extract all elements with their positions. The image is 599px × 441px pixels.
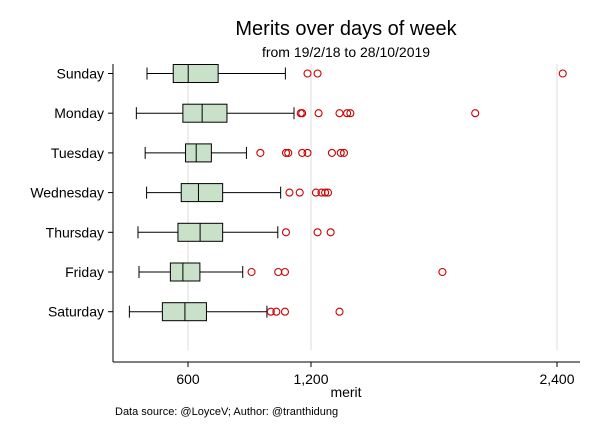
boxes xyxy=(128,64,567,322)
outlier-point xyxy=(471,109,480,118)
outlier-point xyxy=(256,148,265,157)
y-tick-label: Tuesday xyxy=(51,145,104,161)
box-thursday xyxy=(137,222,335,242)
iqr-box xyxy=(161,302,207,322)
outlier-point xyxy=(327,148,336,157)
box-friday xyxy=(138,262,447,282)
outlier-point xyxy=(274,267,283,277)
outlier-point xyxy=(323,188,333,197)
outlier-point xyxy=(438,267,447,277)
iqr-box xyxy=(185,143,212,163)
iqr-box xyxy=(182,103,228,123)
outlier-point xyxy=(298,148,307,157)
outlier-point xyxy=(284,148,293,157)
box-tuesday xyxy=(144,143,349,163)
x-axis-label: merit xyxy=(330,384,361,400)
outlier-point xyxy=(346,109,355,118)
x-tick-label: 1,200 xyxy=(293,371,328,387)
iqr-box xyxy=(180,183,224,203)
box-wednesday xyxy=(146,183,333,203)
outlier-point xyxy=(311,188,320,197)
outlier-point xyxy=(272,307,281,316)
iqr-box xyxy=(169,262,201,282)
outlier-point xyxy=(313,69,322,78)
outlier-point xyxy=(303,69,312,78)
outlier-point xyxy=(295,188,304,197)
axis-ticks: 600 1,200 2,400 Sunday Monday Tuesday Wednesda… xyxy=(30,66,574,388)
gridlines xyxy=(187,64,558,350)
box-saturday xyxy=(128,302,344,322)
outlier-point xyxy=(335,109,344,118)
outlier-point xyxy=(298,109,307,118)
outlier-point xyxy=(343,109,352,118)
outlier-point xyxy=(280,307,290,316)
outlier-point xyxy=(281,148,291,157)
y-tick-label: Thursday xyxy=(46,224,104,240)
outlier-point xyxy=(335,307,344,316)
outlier-point xyxy=(247,267,256,277)
y-tick-label: Sunday xyxy=(57,66,104,82)
outlier-point xyxy=(313,228,322,237)
iqr-box xyxy=(172,64,219,83)
outlier-point xyxy=(285,188,294,197)
y-tick-label: Monday xyxy=(54,105,104,121)
x-tick-label: 600 xyxy=(176,371,200,387)
y-tick-label: Wednesday xyxy=(30,185,104,201)
y-tick-label: Saturday xyxy=(48,304,104,320)
outlier-point xyxy=(280,267,290,277)
outlier-point xyxy=(266,307,275,316)
outlier-point xyxy=(281,228,291,237)
outlier-point xyxy=(336,148,345,157)
outlier-point xyxy=(339,148,349,157)
outlier-point xyxy=(314,109,323,118)
box-monday xyxy=(135,103,480,123)
outlier-point xyxy=(326,228,335,237)
y-tick-label: Friday xyxy=(65,264,104,280)
footer-source-note: Data source: @LoyceV; Author: @tranthidu… xyxy=(115,406,338,418)
outlier-point xyxy=(321,188,330,197)
chart-title: Merits over days of week xyxy=(235,18,457,40)
x-tick-label: 2,400 xyxy=(539,371,574,387)
outlier-point xyxy=(303,148,312,157)
box-sunday xyxy=(146,64,567,83)
chart-subtitle: from 19/2/18 to 28/10/2019 xyxy=(262,44,430,60)
outlier-point xyxy=(558,69,567,78)
